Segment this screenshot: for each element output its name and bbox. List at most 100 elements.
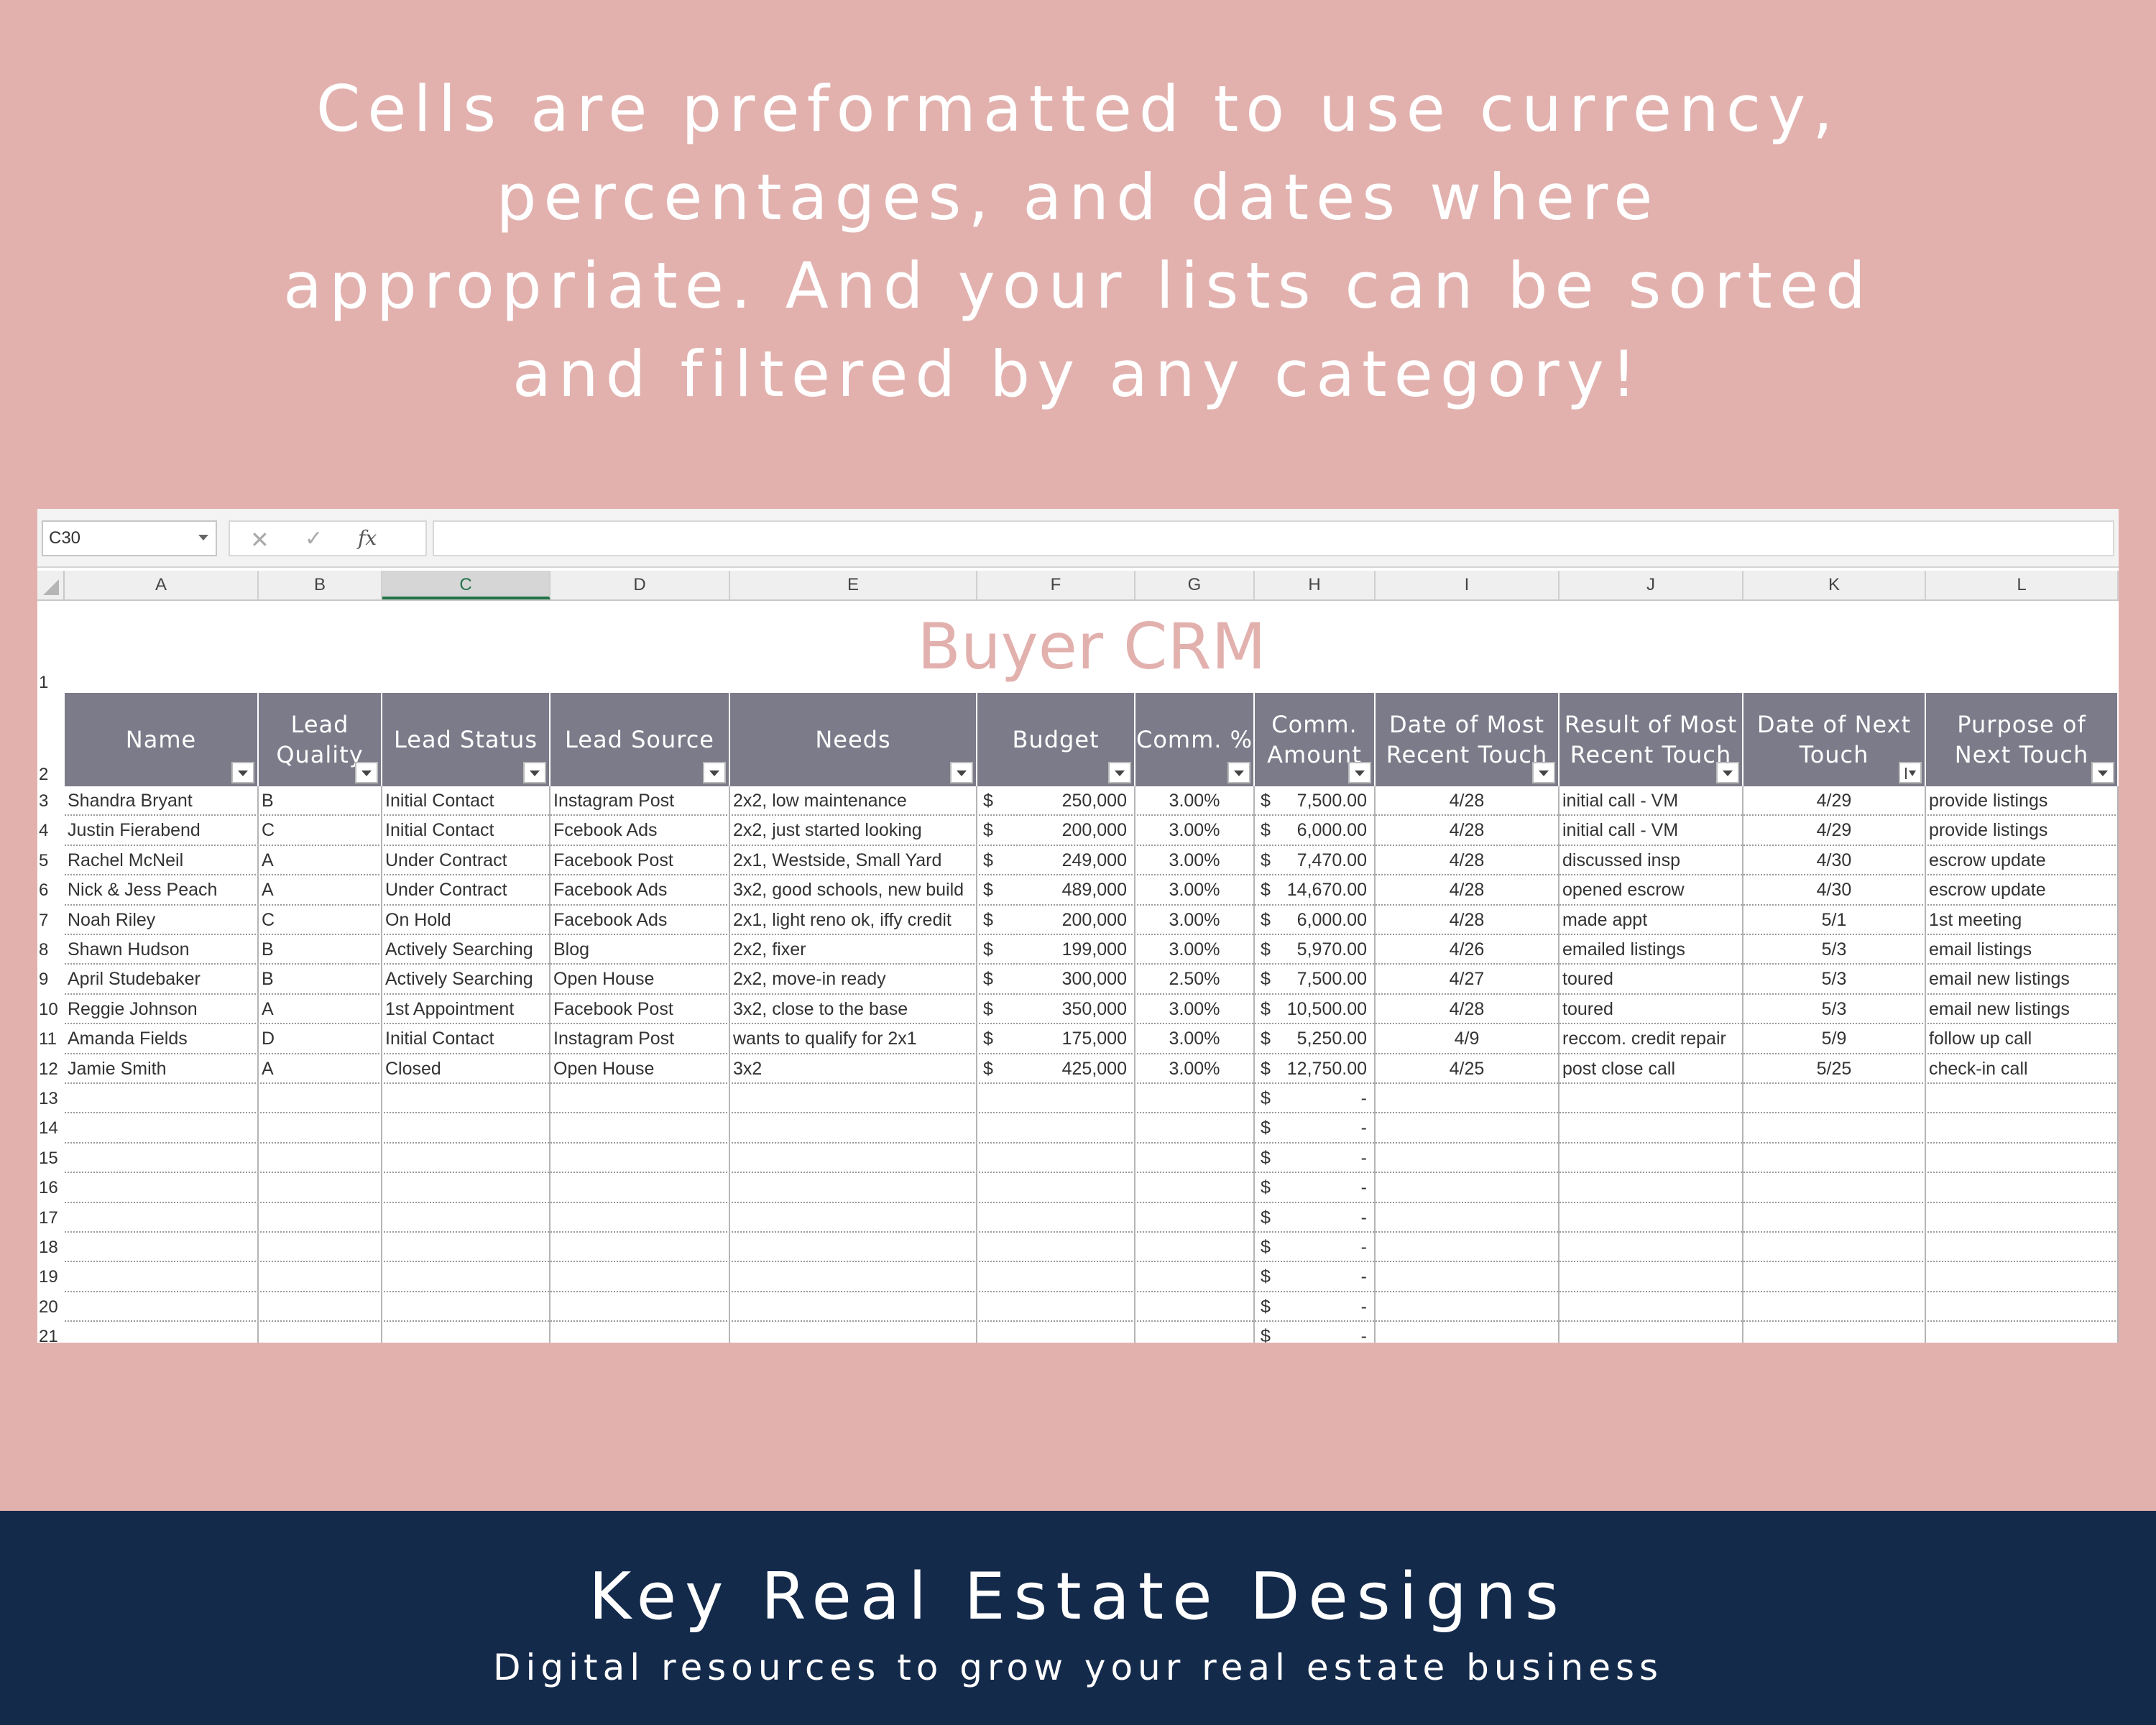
cell-budget[interactable]: $175,000: [977, 1024, 1135, 1054]
cell-purpose[interactable]: 1st meeting: [1926, 905, 2119, 935]
cell-status[interactable]: Actively Searching: [382, 965, 550, 995]
cell-name[interactable]: [65, 1233, 259, 1263]
cell-status[interactable]: Initial Contact: [382, 816, 550, 846]
cell-next-date[interactable]: 5/9: [1743, 1024, 1926, 1054]
column-letter-e[interactable]: E: [730, 571, 977, 599]
cell-budget[interactable]: $300,000: [977, 965, 1135, 995]
cell-comm-amt[interactable]: $7,500.00: [1255, 965, 1376, 995]
cell-quality[interactable]: [259, 1143, 382, 1174]
cell-last-date[interactable]: [1376, 1202, 1560, 1233]
cell-needs[interactable]: [730, 1202, 977, 1233]
cell-comm-amt[interactable]: $10,500.00: [1255, 994, 1376, 1025]
cell-name[interactable]: Jamie Smith: [65, 1054, 259, 1084]
row-number-12[interactable]: 12: [39, 1059, 58, 1079]
cell-budget[interactable]: [977, 1173, 1135, 1203]
cell-purpose[interactable]: escrow update: [1926, 875, 2119, 906]
cell-needs[interactable]: 2x1, light reno ok, iffy credit: [730, 905, 977, 935]
cell-quality[interactable]: A: [259, 875, 382, 906]
cell-name[interactable]: April Studebaker: [65, 965, 259, 995]
cell-quality[interactable]: [259, 1233, 382, 1263]
cell-name[interactable]: Nick & Jess Peach: [65, 875, 259, 906]
cell-comm-pct[interactable]: [1135, 1173, 1255, 1203]
cell-result[interactable]: discussed insp: [1560, 845, 1743, 876]
cell-result[interactable]: [1560, 1084, 1743, 1114]
cell-quality[interactable]: [259, 1084, 382, 1114]
cell-budget[interactable]: $425,000: [977, 1054, 1135, 1084]
cell-status[interactable]: Closed: [382, 1054, 550, 1084]
cell-name[interactable]: Reggie Johnson: [65, 994, 259, 1025]
cell-source[interactable]: [550, 1262, 730, 1292]
cell-needs[interactable]: 2x2, fixer: [730, 935, 977, 965]
column-letter-k[interactable]: K: [1743, 571, 1926, 599]
cell-comm-amt[interactable]: $14,670.00: [1255, 875, 1376, 906]
row-number-6[interactable]: 6: [39, 880, 49, 901]
cell-source[interactable]: [550, 1143, 730, 1174]
cell-quality[interactable]: C: [259, 816, 382, 846]
row-number-17[interactable]: 17: [39, 1208, 58, 1228]
cell-next-date[interactable]: 5/25: [1743, 1054, 1926, 1084]
cell-last-date[interactable]: 4/27: [1376, 965, 1560, 995]
cell-budget[interactable]: $200,000: [977, 816, 1135, 846]
cell-purpose[interactable]: [1926, 1322, 2119, 1343]
cancel-icon[interactable]: ✕: [250, 527, 270, 553]
cell-quality[interactable]: B: [259, 786, 382, 816]
cell-needs[interactable]: wants to qualify for 2x1: [730, 1024, 977, 1054]
cell-source[interactable]: [550, 1173, 730, 1203]
cell-budget[interactable]: [977, 1233, 1135, 1263]
cell-budget[interactable]: $350,000: [977, 994, 1135, 1025]
cell-needs[interactable]: [730, 1143, 977, 1174]
cell-comm-pct[interactable]: [1135, 1084, 1255, 1114]
row-number-14[interactable]: 14: [39, 1118, 58, 1138]
row-number-4[interactable]: 4: [39, 821, 49, 841]
filter-dropdown-icon[interactable]: [355, 762, 378, 783]
cell-status[interactable]: Under Contract: [382, 845, 550, 876]
row-number-5[interactable]: 5: [39, 850, 49, 870]
cell-next-date[interactable]: 5/3: [1743, 965, 1926, 995]
cell-needs[interactable]: [730, 1173, 977, 1203]
cell-purpose[interactable]: [1926, 1084, 2119, 1114]
cell-comm-amt[interactable]: $5,250.00: [1255, 1024, 1376, 1054]
cell-purpose[interactable]: escrow update: [1926, 845, 2119, 876]
cell-name[interactable]: [65, 1143, 259, 1174]
cell-status[interactable]: Initial Contact: [382, 786, 550, 816]
row-number-18[interactable]: 18: [39, 1238, 58, 1257]
cell-comm-pct[interactable]: 3.00%: [1135, 875, 1255, 906]
cell-purpose[interactable]: check-in call: [1926, 1054, 2119, 1084]
cell-status[interactable]: [382, 1173, 550, 1203]
cell-purpose[interactable]: email listings: [1926, 935, 2119, 965]
cell-quality[interactable]: B: [259, 965, 382, 995]
cell-comm-pct[interactable]: [1135, 1262, 1255, 1292]
cell-result[interactable]: toured: [1560, 965, 1743, 995]
cell-status[interactable]: [382, 1292, 550, 1322]
cell-next-date[interactable]: [1743, 1143, 1926, 1174]
cell-comm-amt[interactable]: $5,970.00: [1255, 935, 1376, 965]
cell-result[interactable]: initial call - VM: [1560, 786, 1743, 816]
cell-budget[interactable]: [977, 1322, 1135, 1343]
cell-last-date[interactable]: 4/26: [1376, 935, 1560, 965]
cell-comm-pct[interactable]: [1135, 1322, 1255, 1343]
cell-quality[interactable]: C: [259, 905, 382, 935]
cell-next-date[interactable]: [1743, 1262, 1926, 1292]
cell-quality[interactable]: A: [259, 994, 382, 1025]
cell-needs[interactable]: [730, 1113, 977, 1144]
cell-next-date[interactable]: [1743, 1084, 1926, 1114]
cell-source[interactable]: [550, 1322, 730, 1343]
cell-needs[interactable]: [730, 1262, 977, 1292]
cell-purpose[interactable]: [1926, 1202, 2119, 1233]
cell-name[interactable]: [65, 1113, 259, 1144]
column-letter-l[interactable]: L: [1926, 571, 2119, 599]
cell-name[interactable]: [65, 1084, 259, 1114]
cell-comm-amt[interactable]: $ -: [1255, 1322, 1376, 1343]
cell-last-date[interactable]: [1376, 1233, 1560, 1263]
cell-comm-amt[interactable]: $ -: [1255, 1113, 1376, 1144]
cell-quality[interactable]: D: [259, 1024, 382, 1054]
cell-result[interactable]: [1560, 1143, 1743, 1174]
cell-comm-pct[interactable]: 3.00%: [1135, 845, 1255, 876]
cell-comm-amt[interactable]: $ -: [1255, 1143, 1376, 1174]
cell-comm-amt[interactable]: $7,500.00: [1255, 786, 1376, 816]
cell-source[interactable]: [550, 1202, 730, 1233]
cell-last-date[interactable]: [1376, 1322, 1560, 1343]
cell-comm-amt[interactable]: $6,000.00: [1255, 905, 1376, 935]
cell-next-date[interactable]: [1743, 1322, 1926, 1343]
column-letter-c[interactable]: C: [382, 571, 550, 599]
